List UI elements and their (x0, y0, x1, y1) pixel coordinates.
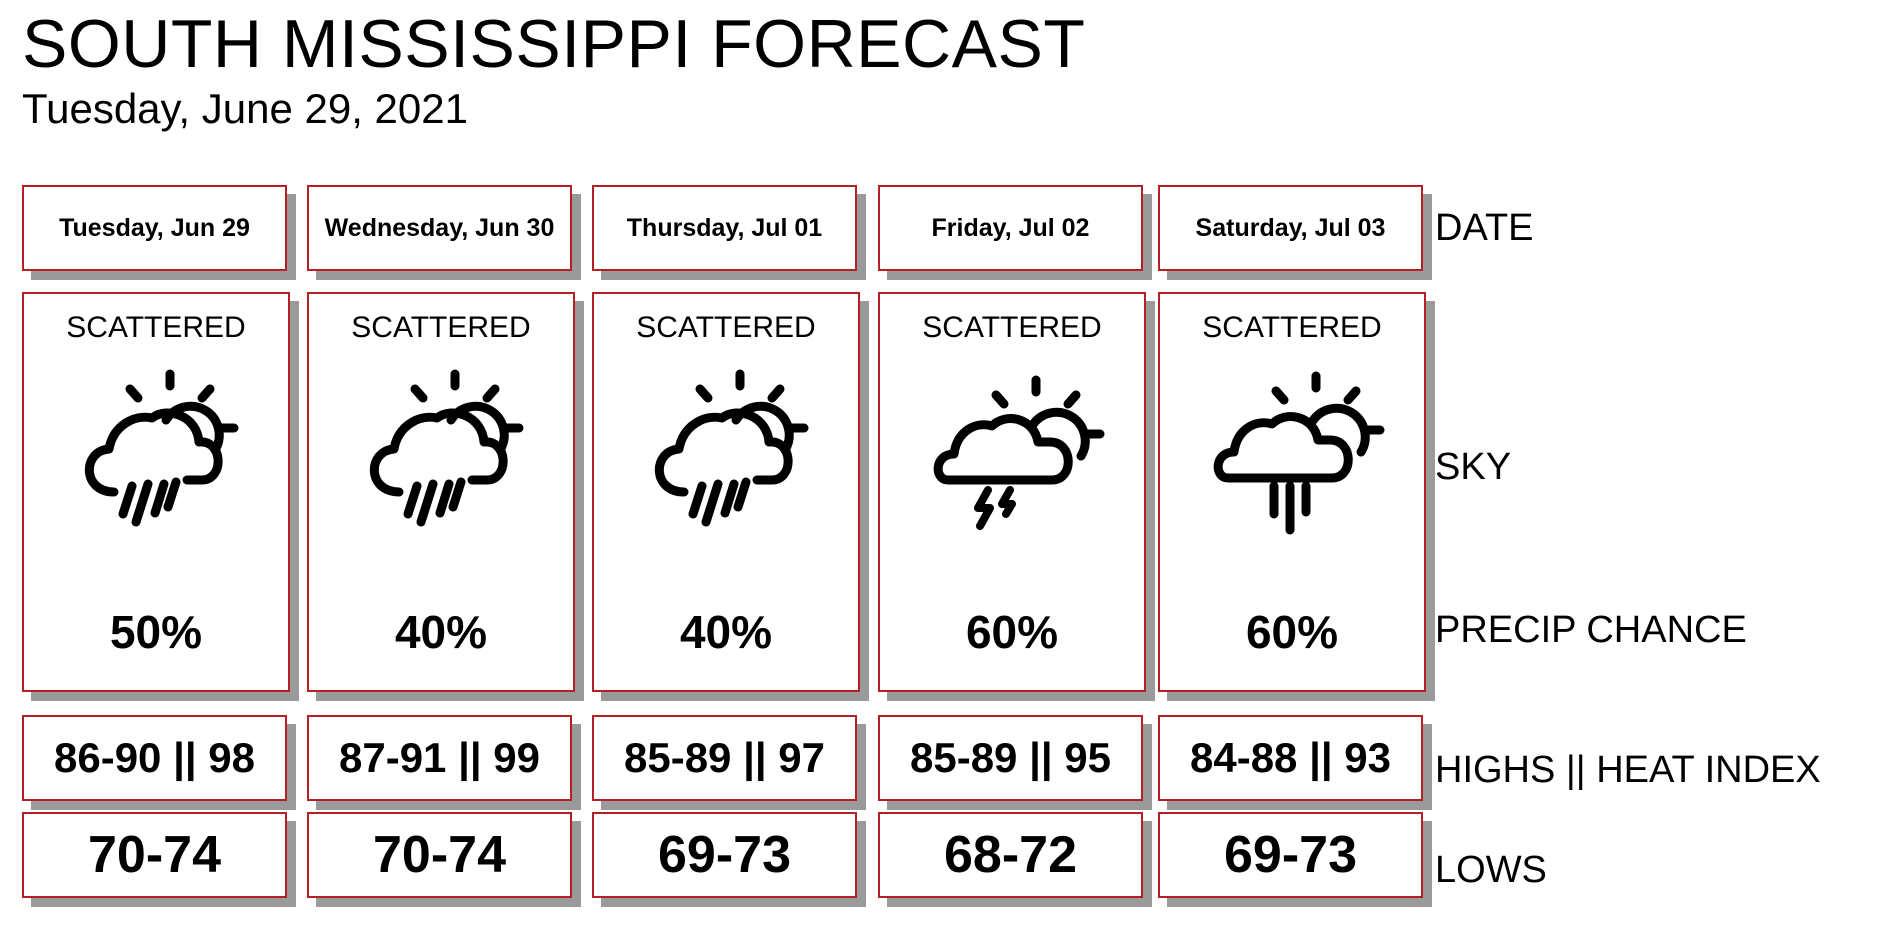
lows-cell: 69-73 (1158, 812, 1423, 898)
sky-condition: SCATTERED (66, 311, 246, 344)
precip-chance: 40% (394, 606, 488, 658)
forecast-date: Tuesday, June 29, 2021 (22, 85, 468, 132)
highs-heat-index-cell: 87-91 || 99 (307, 715, 572, 801)
sky-condition: SCATTERED (1202, 311, 1382, 344)
sun-cloud-rain-icon (369, 369, 524, 527)
lows-cell: 69-73 (592, 812, 857, 898)
row-label-lows: LOWS (1435, 849, 1547, 891)
sky-condition: SCATTERED (351, 311, 531, 344)
precip-chance: 60% (965, 606, 1059, 658)
precip-chance: 50% (109, 606, 203, 658)
date-cell: Tuesday, Jun 29 (22, 185, 287, 271)
date-cell: Saturday, Jul 03 (1158, 185, 1423, 271)
lows-cell: 70-74 (307, 812, 572, 898)
highs-heat-index-cell: 84-88 || 93 (1158, 715, 1423, 801)
sky-cell: SCATTERED 40% (592, 292, 860, 692)
sun-cloud-thunderstorm-icon (933, 375, 1105, 530)
page-title: SOUTH MISSISSIPPI FORECAST (22, 6, 1086, 82)
row-label-sky: SKY (1435, 446, 1512, 488)
sun-cloud-rain-icon (84, 369, 239, 527)
sky-cell: SCATTERED 60% (878, 292, 1146, 692)
date-cell: Wednesday, Jun 30 (307, 185, 572, 271)
highs-heat-index-cell: 85-89 || 95 (878, 715, 1143, 801)
row-label-precip-chance: PRECIP CHANCE (1435, 609, 1747, 651)
highs-heat-index-cell: 85-89 || 97 (592, 715, 857, 801)
sky-condition: SCATTERED (922, 311, 1102, 344)
precip-chance: 40% (679, 606, 773, 658)
row-label-date: DATE (1435, 207, 1534, 249)
sky-condition: SCATTERED (636, 311, 816, 344)
highs-heat-index-cell: 86-90 || 98 (22, 715, 287, 801)
sky-cell: SCATTERED 40% (307, 292, 575, 692)
precip-chance: 60% (1245, 606, 1339, 658)
sky-cell: SCATTERED 50% (22, 292, 290, 692)
date-cell: Friday, Jul 02 (878, 185, 1143, 271)
sun-cloud-rain-icon (654, 369, 809, 527)
sky-cell: SCATTERED 60% (1158, 292, 1426, 692)
lows-cell: 68-72 (878, 812, 1143, 898)
lows-cell: 70-74 (22, 812, 287, 898)
sun-cloud-showers-icon (1213, 371, 1385, 535)
date-cell: Thursday, Jul 01 (592, 185, 857, 271)
row-label-highs-heat-index: HIGHS || HEAT INDEX (1435, 749, 1821, 791)
